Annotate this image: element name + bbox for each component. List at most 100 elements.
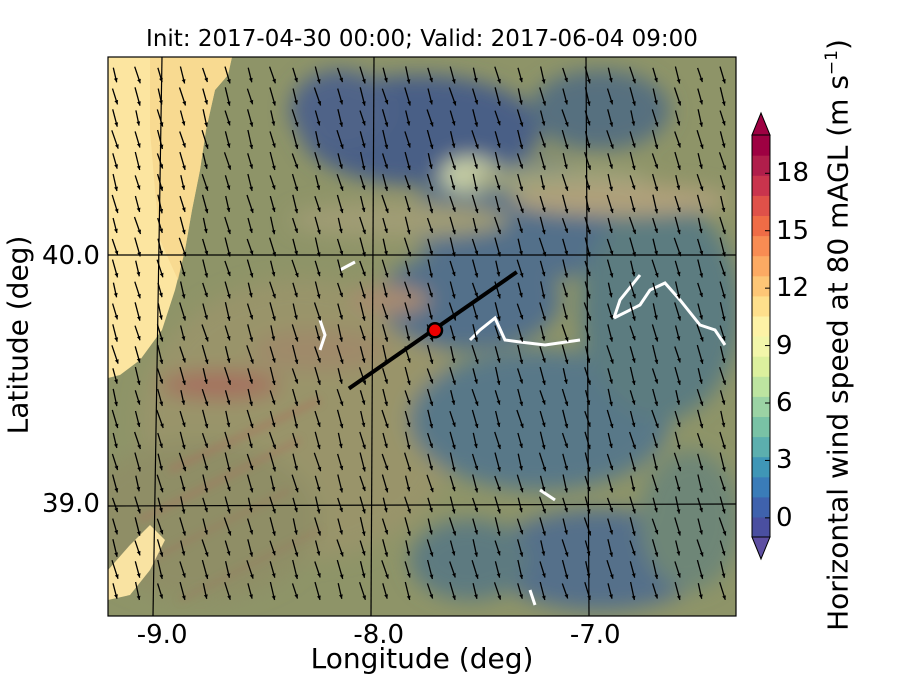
wind-vector-head: [361, 573, 366, 578]
wind-vector-head: [204, 100, 208, 105]
wind-vector-head: [699, 77, 703, 83]
wind-vector-head: [609, 552, 613, 557]
wind-vector-head: [474, 507, 478, 513]
wind-vector-head: [249, 423, 254, 429]
wind-vector-head: [698, 228, 703, 234]
colorbar-segment: [752, 376, 770, 397]
wind-vector-head: [586, 467, 591, 472]
wind-vector-head: [721, 143, 726, 148]
colorbar-tick-label: 6: [776, 388, 793, 418]
colorbar-frame: [751, 134, 771, 538]
wind-vector-head: [519, 228, 523, 233]
wind-vector-head: [564, 100, 568, 105]
wind-vector-head: [451, 336, 456, 341]
wind-vector-head: [519, 272, 524, 278]
wind-vector-head: [137, 78, 141, 84]
wind-vector-head: [204, 337, 209, 342]
wind-vector-head: [271, 550, 276, 556]
wind-vector-head: [114, 208, 119, 214]
wind-vector-head: [182, 251, 187, 257]
map-plot-area: [108, 57, 736, 616]
wind-vector-head: [587, 422, 591, 427]
wind-vector-head: [542, 251, 547, 257]
wind-vector-head: [114, 594, 118, 599]
wind-vector-head: [339, 465, 344, 471]
wind-vector-head: [519, 122, 524, 127]
colorbar-segment: [752, 315, 770, 337]
wind-vector-head: [699, 552, 704, 557]
wind-vector-head: [294, 272, 299, 278]
wind-vector-head: [271, 422, 276, 427]
wind-vector-head: [226, 207, 231, 212]
wind-vector-head: [159, 250, 163, 256]
wind-vector-head: [115, 144, 119, 149]
wind-vector-head: [699, 315, 703, 320]
wind-vector-head: [609, 273, 614, 278]
wind-vector-head: [631, 121, 636, 126]
wind-vector-head: [181, 121, 186, 126]
wind-vector-head: [429, 359, 434, 364]
colorbar-segment: [752, 336, 770, 357]
wind-vector-head: [159, 359, 164, 364]
wind-vector-head: [429, 273, 433, 278]
wind-vector-head: [114, 488, 119, 493]
wind-vector-head: [496, 316, 501, 321]
wind-vector-head: [159, 100, 163, 105]
wind-vector-head: [654, 443, 658, 448]
wind-vector-head: [271, 121, 276, 126]
wind-vector-head: [518, 507, 523, 513]
wind-vector-head: [429, 379, 434, 384]
wind-vector-head: [384, 443, 388, 448]
wind-vector-head: [181, 422, 186, 427]
wind-vector-head: [721, 422, 726, 428]
wind-vector-head: [384, 250, 388, 256]
wind-vector-head: [226, 467, 231, 472]
wind-vector-head: [631, 207, 636, 212]
wind-vector-head: [226, 358, 231, 363]
wind-vector-head: [564, 77, 568, 83]
wind-vector-head: [226, 185, 231, 190]
wind-vector-head: [361, 509, 366, 514]
wind-vector-head: [429, 186, 434, 191]
wind-vector-head: [608, 77, 613, 83]
wind-vector-head: [609, 359, 614, 364]
wind-vector-head: [114, 273, 119, 278]
wind-vector-head: [204, 144, 209, 149]
wind-vector-head: [114, 164, 118, 169]
wind-vector-head: [383, 507, 388, 513]
wind-vector-head: [699, 186, 704, 191]
colorbar-extend-min: [751, 536, 771, 561]
wind-vector-head: [159, 594, 163, 599]
wind-vector-head: [137, 101, 141, 106]
wind-vector-head: [204, 292, 208, 298]
wind-vector-head: [249, 186, 253, 191]
wind-vector-head: [519, 359, 524, 364]
wind-vector-head: [181, 185, 186, 190]
wind-vector-head: [542, 466, 547, 472]
wind-vector-head: [496, 165, 501, 170]
wind-vector-head: [699, 574, 704, 579]
wind-vector-head: [362, 595, 366, 600]
wind-vector-head: [655, 423, 659, 428]
wind-vector-head: [204, 574, 209, 579]
colorbar-segment: [752, 215, 770, 237]
wind-vector-head: [407, 293, 411, 299]
wind-vector-head: [114, 314, 119, 320]
wind-vector-head: [249, 337, 254, 342]
wind-vector-head: [586, 121, 591, 126]
wind-vector-head: [204, 315, 208, 320]
wind-vector-head: [249, 122, 254, 127]
wind-vector-head: [271, 336, 276, 341]
wind-vector-head: [362, 252, 366, 257]
wind-vector-head: [631, 400, 636, 405]
wind-vector-head: [249, 208, 254, 213]
wind-vector-head: [654, 292, 658, 298]
wind-vector-head: [384, 594, 388, 599]
wind-vector-head: [609, 594, 613, 599]
wind-vector-head: [159, 487, 164, 493]
plot-frame: [107, 56, 737, 617]
wind-vector-head: [654, 228, 658, 233]
wind-vector-head: [226, 316, 231, 321]
wind-vector-head: [654, 594, 658, 599]
wind-vector-head: [496, 380, 501, 385]
